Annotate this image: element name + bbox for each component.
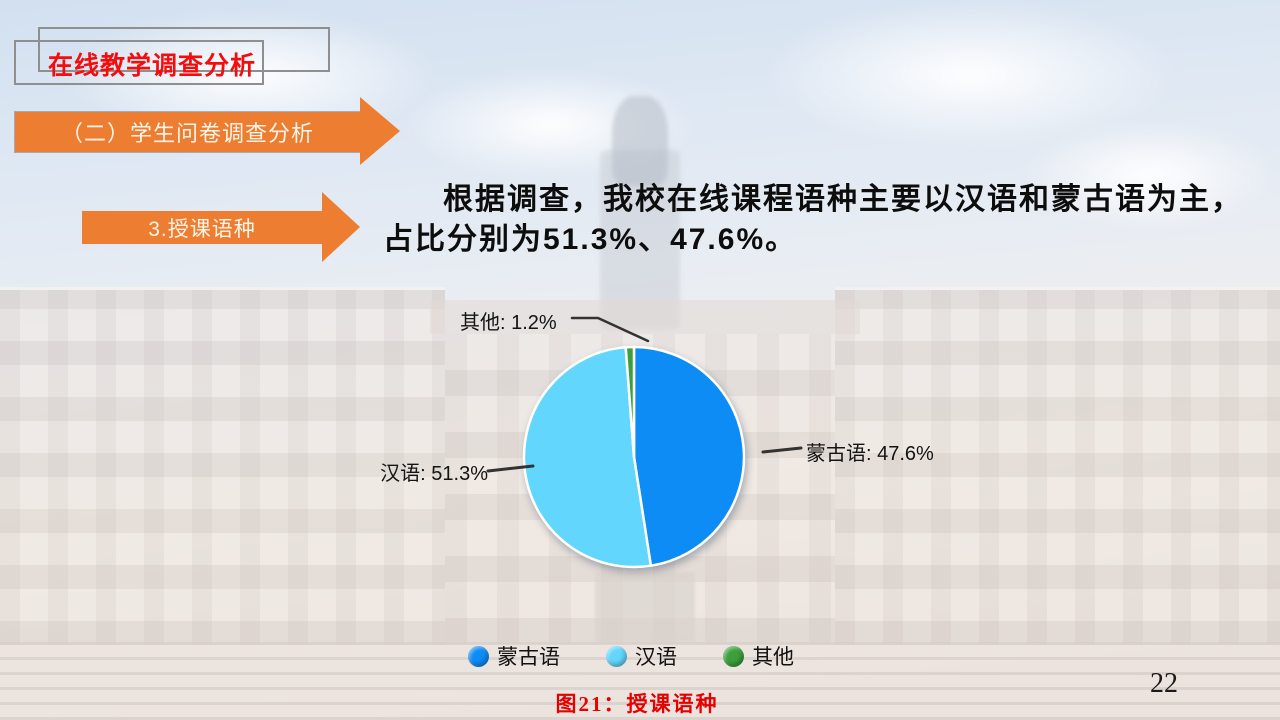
callout-line-chinese — [486, 464, 535, 473]
legend-item-other: 其他 — [723, 641, 794, 671]
legend-label: 其他 — [752, 646, 794, 669]
legend-marker-icon — [723, 645, 744, 667]
summary-paragraph: 根据调查，我校在线课程语种主要以汉语和蒙古语为主， 占比分别为51.3%、47.… — [383, 183, 1243, 257]
title-frame-front — [14, 40, 264, 85]
section-banner-arrow-icon — [360, 97, 400, 165]
page-title: 在线教学调查分析 — [48, 52, 257, 80]
legend-label: 汉语 — [635, 646, 677, 669]
legend-item-mongolian: 蒙古语 — [468, 641, 560, 671]
section-banner-label: （二）学生问卷调查分析 — [60, 121, 314, 146]
topic-banner-arrow-icon — [322, 192, 360, 262]
topic-banner-label: 3.授课语种 — [148, 217, 256, 241]
legend-marker-icon — [468, 645, 489, 667]
chart-caption: 图21：授课语种 — [555, 692, 719, 716]
section-banner: （二）学生问卷调查分析 — [15, 112, 360, 152]
statue-silhouette — [612, 96, 668, 186]
pie-slice-汉语 — [522, 346, 653, 569]
pie-slice-蒙古语 — [632, 345, 746, 567]
pie-chart — [486, 316, 803, 569]
title-frame-back — [38, 27, 330, 72]
callout-label-chinese: 汉语: 51.3% — [380, 463, 488, 485]
legend-label: 蒙古语 — [497, 646, 560, 669]
legend-item-chinese: 汉语 — [606, 641, 677, 671]
cloud — [400, 70, 700, 180]
callout-line-mongolian — [761, 446, 803, 454]
pie-slice-其他 — [624, 345, 636, 459]
topic-banner: 3.授课语种 — [82, 211, 322, 244]
chart-legend: 蒙古语 汉语 其他 — [468, 641, 794, 671]
page-number: 22 — [1150, 668, 1178, 699]
callout-line-other — [570, 316, 650, 343]
cloud — [760, 0, 1180, 150]
callout-label-other: 其他: 1.2% — [460, 312, 557, 334]
callout-label-mongolian: 蒙古语: 47.6% — [806, 443, 934, 465]
legend-marker-icon — [606, 645, 627, 667]
